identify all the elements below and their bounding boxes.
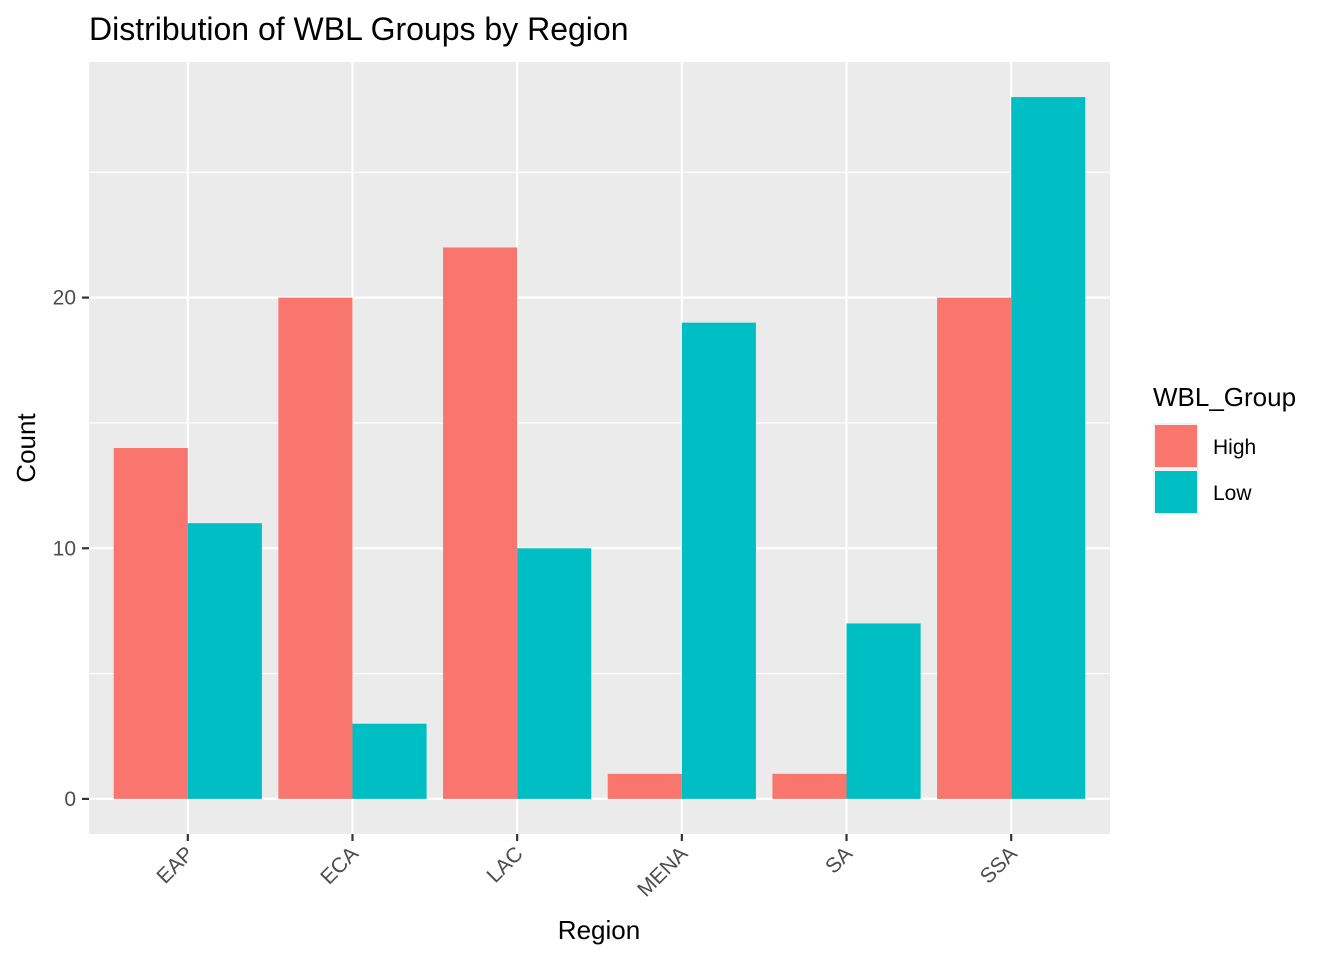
legend-swatch-low	[1155, 471, 1197, 513]
legend-label-low: Low	[1213, 482, 1252, 505]
y-tick-label: 10	[53, 537, 76, 560]
x-tick-label: LAC	[483, 842, 528, 887]
bar-low-mena	[681, 322, 756, 799]
bar-high-eap	[113, 448, 188, 799]
legend-swatch-high	[1155, 425, 1197, 467]
x-tick-label: MENA	[633, 842, 692, 901]
bar-high-eca	[278, 297, 353, 799]
legend-title: WBL_Group	[1153, 382, 1296, 412]
bar-low-lac	[517, 548, 592, 799]
legend-label-high: High	[1213, 436, 1256, 459]
bar-low-eap	[187, 523, 262, 799]
bar-low-eca	[352, 723, 427, 799]
x-tick-label: SA	[821, 842, 857, 878]
x-tick-label: ECA	[316, 842, 363, 889]
bar-low-sa	[846, 623, 921, 799]
y-tick-label: 20	[53, 287, 76, 310]
legend: WBL_Group High Low	[1153, 382, 1296, 515]
y-axis-title: Count	[11, 413, 41, 483]
x-axis: EAP ECA LAC MENA SA SSA	[152, 834, 1022, 901]
x-tick-label: SSA	[976, 842, 1022, 888]
bar-high-sa	[772, 773, 847, 799]
x-tick-label: EAP	[152, 842, 198, 888]
chart-title: Distribution of WBL Groups by Region	[89, 11, 629, 47]
bar-high-mena	[607, 773, 682, 799]
x-axis-title: Region	[558, 915, 640, 945]
bar-low-ssa	[1011, 97, 1086, 799]
bar-high-ssa	[937, 297, 1012, 799]
bars	[113, 97, 1086, 799]
y-axis: 0 10 20	[53, 287, 89, 811]
bar-high-lac	[443, 247, 518, 799]
y-tick-label: 0	[64, 788, 76, 811]
